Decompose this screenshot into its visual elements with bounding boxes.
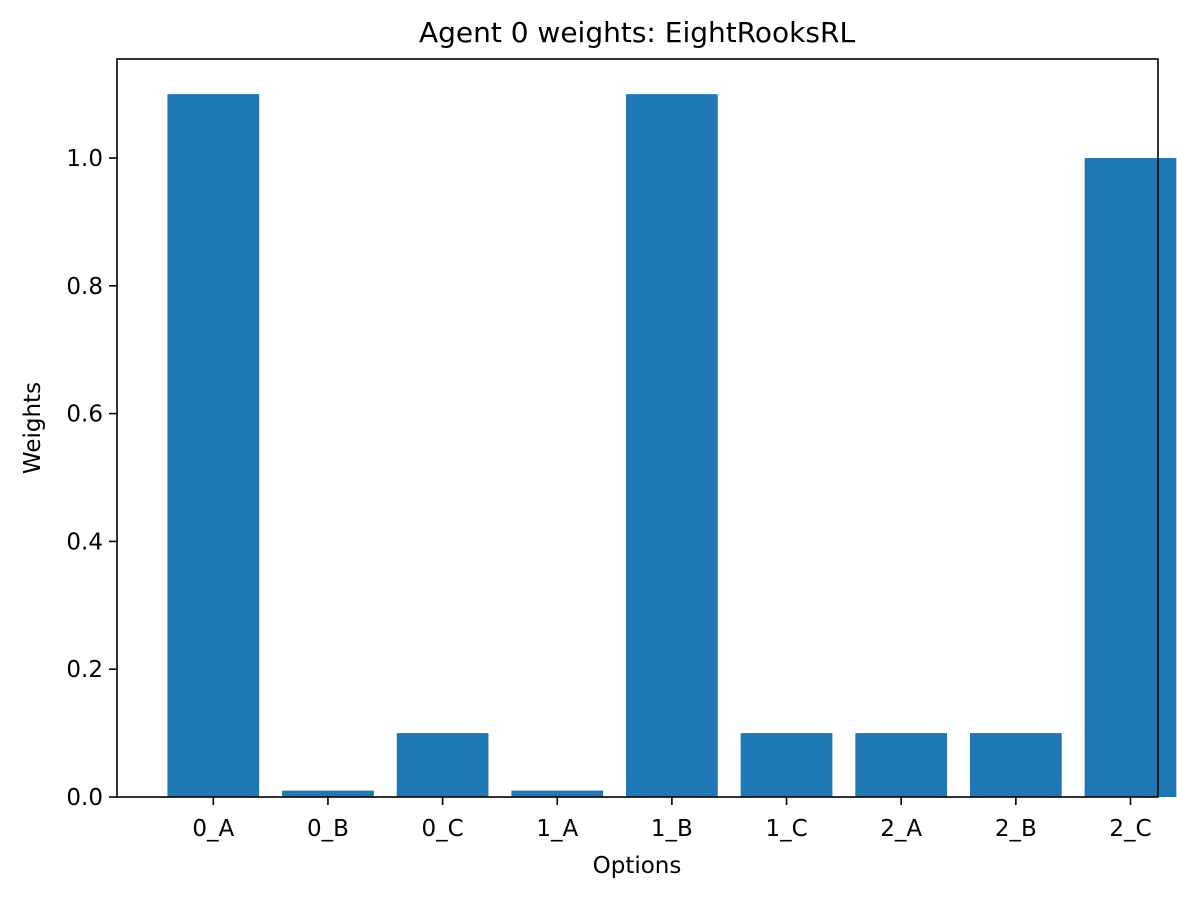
x-tick-label: 0_B (307, 816, 349, 842)
bar-2_C (1084, 158, 1177, 798)
y-tick-label: 0.8 (66, 274, 103, 300)
x-tick-label: 1_C (765, 816, 807, 842)
x-tick-label: 2_C (1109, 816, 1151, 842)
y-axis: 0.0 0.2 0.4 0.6 0.8 1.0 (66, 146, 117, 811)
x-tick-label: 0_A (192, 816, 234, 842)
x-tick-label: 0_C (421, 816, 463, 842)
x-axis-label: Options (593, 853, 682, 879)
bars-group (167, 94, 1177, 798)
x-tick-label: 1_B (651, 816, 693, 842)
bar-1_B (626, 94, 718, 797)
bar-0_B (282, 790, 374, 797)
y-axis-label: Weights (20, 382, 46, 474)
y-tick-label: 1.0 (66, 146, 103, 172)
y-tick-label: 0.0 (66, 785, 103, 811)
bar-2_A (855, 733, 948, 797)
bar-1_C (740, 733, 833, 797)
chart-title: Agent 0 weights: EightRooksRL (419, 16, 856, 49)
x-tick-label: 2_A (880, 816, 922, 842)
x-axis: 0_A 0_B 0_C 1_A 1_B 1_C 2_A 2_B 2_C (192, 797, 1152, 842)
x-tick-label: 1_A (536, 816, 578, 842)
y-tick-label: 0.6 (66, 402, 103, 428)
plot-frame (116, 58, 1159, 798)
bar-0_A (167, 94, 260, 797)
bar-0_C (396, 733, 489, 797)
y-tick-label: 0.2 (66, 657, 103, 683)
bar-2_B (969, 733, 1062, 797)
bar-1_A (511, 790, 604, 797)
y-tick-label: 0.4 (66, 529, 103, 555)
x-tick-label: 2_B (995, 816, 1037, 842)
